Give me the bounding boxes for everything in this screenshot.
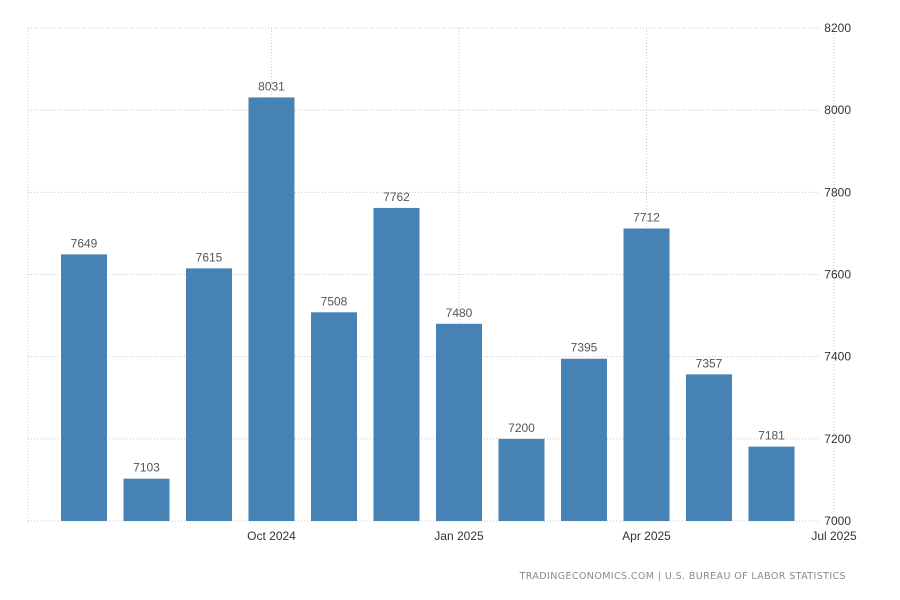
data-label: 7200 <box>508 421 535 435</box>
y-tick-label: 8200 <box>824 21 851 35</box>
y-tick-label: 7000 <box>824 514 851 528</box>
x-tick-label: Jul 2025 <box>811 529 857 543</box>
data-label: 7480 <box>446 306 473 320</box>
data-label: 7181 <box>758 429 785 443</box>
bar-aug-2024 <box>123 478 170 521</box>
data-label: 7649 <box>71 236 98 250</box>
y-tick-label: 8000 <box>824 103 851 117</box>
data-label: 7395 <box>571 341 598 355</box>
y-tick-label: 7800 <box>824 185 851 199</box>
source-attribution: TRADINGECONOMICS.COM | U.S. BUREAU OF LA… <box>519 571 846 582</box>
data-label: 7357 <box>696 356 723 370</box>
bar-oct-2024 <box>248 97 295 521</box>
x-tick-label: Jan 2025 <box>434 529 484 543</box>
bar-sep-2024 <box>186 268 232 521</box>
y-axis-ticks: 7000 7200 7400 7600 7800 8000 8200 <box>824 21 851 528</box>
y-tick-label: 7200 <box>824 432 851 446</box>
bar-feb-2025 <box>498 438 545 521</box>
bar-dec-2024 <box>373 207 420 521</box>
data-labels: 7649 7103 7615 8031 7508 7762 7480 7200 7395 7712… <box>71 79 786 474</box>
data-label: 7712 <box>633 210 660 224</box>
y-tick-label: 7400 <box>824 350 851 364</box>
y-tick-label: 7600 <box>824 268 851 282</box>
bar-jul-2024 <box>61 254 107 521</box>
bar-apr-2025 <box>623 228 670 521</box>
data-label: 7508 <box>321 294 348 308</box>
data-label: 7615 <box>196 250 223 264</box>
bar-jun-2025 <box>748 446 795 521</box>
x-tick-label: Apr 2025 <box>622 529 671 543</box>
x-axis-ticks: Oct 2024 Jan 2025 Apr 2025 Jul 2025 <box>247 529 857 543</box>
bar-may-2025 <box>686 374 732 521</box>
bar-nov-2024 <box>311 312 357 521</box>
x-tick-label: Oct 2024 <box>247 529 296 543</box>
bars <box>61 97 795 521</box>
data-label: 7762 <box>383 190 410 204</box>
bar-mar-2025 <box>561 358 607 521</box>
data-label: 7103 <box>133 461 160 475</box>
data-label: 8031 <box>258 79 285 93</box>
bar-jan-2025 <box>436 323 482 521</box>
